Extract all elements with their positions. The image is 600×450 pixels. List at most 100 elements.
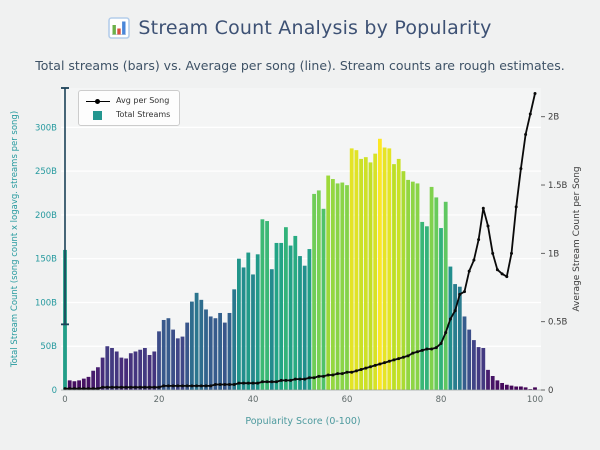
- bar-pop-58: [335, 183, 340, 390]
- avg-marker-pop-74: [411, 351, 415, 355]
- bar-pop-94: [504, 384, 509, 390]
- avg-marker-pop-39: [246, 381, 250, 385]
- bar-pop-63: [359, 158, 363, 390]
- avg-marker-pop-62: [354, 369, 358, 373]
- avg-marker-pop-75: [416, 350, 419, 354]
- y-left-tick-label: 100B: [35, 298, 57, 308]
- bar-pop-24: [175, 338, 180, 390]
- avg-marker-pop-5: [87, 387, 90, 391]
- avg-marker-pop-98: [524, 132, 528, 136]
- bar-pop-91: [490, 375, 495, 390]
- bar-pop-69: [387, 148, 392, 390]
- avg-marker-pop-25: [181, 384, 184, 388]
- avg-marker-pop-21: [162, 384, 166, 388]
- bar-pop-15: [133, 351, 138, 390]
- bar-pop-6: [91, 370, 96, 390]
- legend-item-total-streams: Total Streams: [86, 110, 170, 120]
- avg-marker-pop-44: [270, 380, 274, 384]
- bar-pop-36: [232, 289, 237, 390]
- avg-marker-pop-68: [383, 361, 387, 365]
- bar-pop-43: [265, 221, 269, 390]
- avg-marker-pop-13: [124, 385, 128, 389]
- x-tick-label: 20: [154, 395, 165, 405]
- bar-pop-86: [467, 329, 472, 390]
- bar-pop-90: [486, 369, 490, 390]
- bar-pop-28: [194, 292, 199, 390]
- bar-pop-27: [190, 301, 194, 390]
- bar-pop-19: [152, 351, 157, 390]
- bar-pop-32: [213, 318, 218, 390]
- bar-pop-30: [204, 309, 208, 390]
- avg-marker-pop-9: [105, 385, 109, 389]
- avg-marker-pop-45: [275, 380, 278, 384]
- bar-pop-29: [199, 299, 204, 390]
- avg-marker-pop-36: [232, 383, 236, 387]
- avg-marker-pop-84: [458, 292, 462, 296]
- avg-marker-pop-20: [157, 385, 161, 389]
- bar-pop-59: [340, 182, 345, 390]
- bar-pop-72: [401, 171, 406, 390]
- avg-marker-pop-55: [322, 374, 325, 378]
- avg-marker-pop-73: [406, 354, 410, 358]
- chart-legend: Avg per Song Total Streams: [78, 90, 181, 126]
- avg-marker-pop-33: [218, 383, 222, 387]
- avg-marker-pop-47: [284, 378, 288, 382]
- avg-marker-pop-91: [491, 251, 495, 255]
- bar-pop-78: [429, 186, 434, 390]
- bar-pop-31: [208, 316, 213, 390]
- bar-pop-65: [368, 162, 373, 390]
- avg-marker-pop-31: [209, 384, 213, 388]
- legend-label: Avg per Song: [116, 96, 170, 105]
- bar-pop-13: [124, 358, 128, 390]
- avg-marker-pop-87: [472, 258, 476, 262]
- bar-pop-7: [96, 367, 100, 390]
- avg-marker-pop-60: [345, 370, 349, 374]
- y-right-tick-label: 0: [548, 386, 553, 396]
- avg-marker-pop-92: [495, 268, 499, 272]
- avg-marker-pop-15: [134, 385, 137, 389]
- avg-marker-pop-1: [68, 387, 72, 391]
- avg-marker-pop-17: [143, 385, 147, 389]
- bar-pop-37: [237, 258, 241, 390]
- avg-marker-pop-56: [326, 373, 330, 377]
- avg-marker-pop-51: [303, 377, 307, 381]
- avg-marker-pop-96: [514, 205, 518, 209]
- avg-marker-pop-12: [119, 385, 123, 389]
- y-left-tick-label: 200B: [35, 211, 57, 221]
- avg-marker-pop-8: [101, 385, 105, 389]
- bar-pop-11: [114, 351, 119, 390]
- avg-marker-pop-41: [256, 381, 260, 385]
- bar-pop-74: [410, 181, 415, 390]
- legend-item-avg-per-song: Avg per Song: [86, 96, 170, 106]
- bar-pop-55: [321, 208, 326, 390]
- bar-pop-48: [288, 245, 293, 390]
- bar-pop-80: [439, 228, 443, 390]
- bar-pop-66: [373, 153, 378, 390]
- avg-marker-pop-22: [166, 384, 170, 388]
- bar-pop-45: [274, 242, 279, 390]
- avg-marker-pop-27: [190, 384, 194, 388]
- avg-marker-pop-85: [463, 290, 466, 294]
- avg-marker-pop-80: [439, 342, 443, 346]
- avg-marker-pop-19: [152, 385, 156, 389]
- bar-pop-53: [312, 193, 316, 390]
- bar-pop-57: [331, 179, 335, 390]
- avg-marker-pop-88: [477, 238, 481, 242]
- bar-pop-82: [448, 266, 453, 390]
- avg-marker-pop-61: [350, 370, 354, 374]
- avg-marker-pop-18: [148, 385, 152, 389]
- bar-pop-26: [185, 322, 190, 390]
- avg-marker-pop-86: [467, 269, 471, 273]
- bar-pop-67: [378, 138, 382, 390]
- x-tick-label: 60: [342, 395, 353, 405]
- avg-marker-pop-14: [129, 385, 133, 389]
- avg-marker-pop-79: [434, 346, 438, 350]
- y-right-tick-label: 0.5B: [548, 318, 568, 328]
- avg-marker-pop-32: [213, 383, 217, 387]
- avg-marker-pop-2: [72, 387, 76, 391]
- x-axis-title: Popularity Score (0-100): [245, 416, 360, 427]
- bar-pop-89: [481, 347, 486, 390]
- bar-pop-68: [382, 147, 387, 390]
- avg-marker-pop-64: [364, 366, 368, 370]
- avg-marker-pop-7: [96, 387, 100, 391]
